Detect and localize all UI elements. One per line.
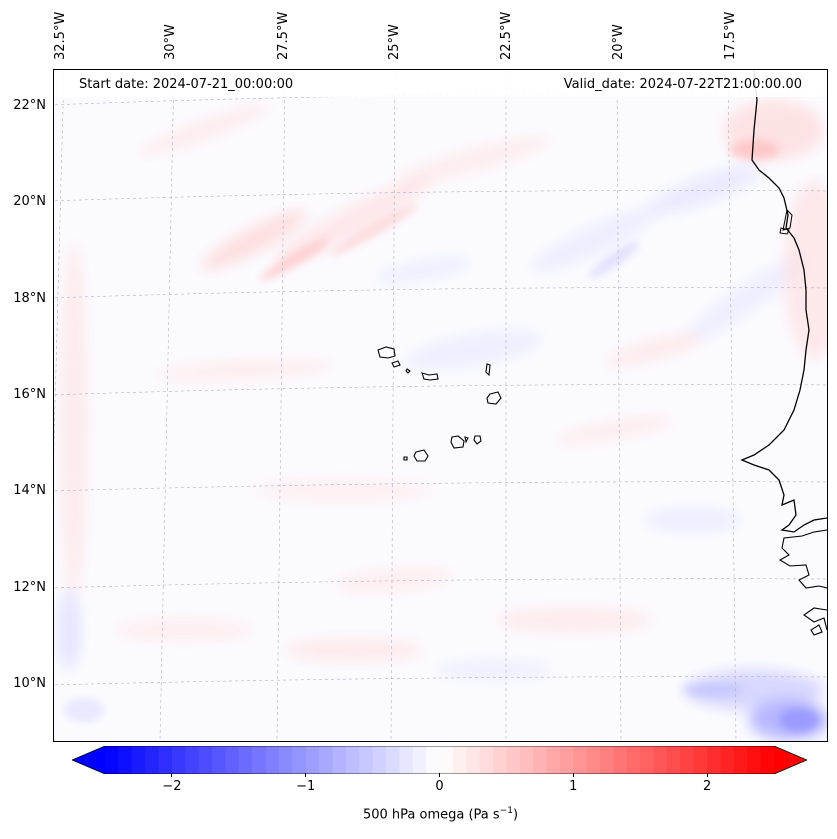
colorbar-segment [225,746,240,774]
colorbar-segment [680,746,695,774]
colorbar-segment [640,746,655,774]
colorbar-segment [720,746,735,774]
omega-field-patches [57,100,827,740]
colorbar-segment [252,746,267,774]
colorbar-segment [238,746,253,774]
cb-tick-2: 2 [702,779,712,794]
colorbar-segment [666,746,681,774]
colorbar-label-main: 500 hPa omega (Pa s [362,807,500,823]
lat-label-16N: 16°N [13,387,46,402]
colorbar-segment [171,746,186,774]
colorbar-segment [506,746,521,774]
colorbar-segment [292,746,307,774]
colorbar-segment [372,746,387,774]
lon-label-20W: 20°W [611,24,626,60]
cb-tickmark-neg2 [171,773,173,777]
coastal-islands [779,208,793,235]
colorbar [72,746,807,774]
omega-field-streaks [64,140,819,732]
colorbar-segment [212,746,227,774]
lat-label-10N: 10°N [13,676,46,691]
colorbar-segment [439,746,454,774]
cb-tickmark-neg1 [305,773,307,777]
cape-verde-islands [377,346,502,462]
valid-date-text: Valid_date: 2024-07-22T21:00:00.00 [563,77,802,92]
lon-label-25W: 25°W [387,24,402,60]
africa-coastline-south [778,529,827,636]
colorbar-segment [319,746,334,774]
colorbar-segment [586,746,601,774]
colorbar-segment [145,746,160,774]
colorbar-segment [385,746,400,774]
lon-label-27.5W: 27.5°W [276,11,291,60]
colorbar-segment [573,746,588,774]
colorbar-segment [760,746,775,774]
cb-tick-neg1: −1 [296,779,316,794]
colorbar-segment [533,746,548,774]
colorbar-segment [399,746,414,774]
colorbar-segment [158,746,173,774]
colorbar-segment [359,746,374,774]
colorbar-label-exponent: −1 [499,806,513,816]
cb-tickmark-2 [706,773,708,777]
colorbar-segment [466,746,481,774]
colorbar-segment [185,746,200,774]
lat-label-14N: 14°N [13,483,46,498]
lat-label-18N: 18°N [13,291,46,306]
lon-label-30W: 30°W [163,24,178,60]
colorbar-segment [345,746,360,774]
colorbar-segment [118,746,133,774]
colorbar-segment [479,746,494,774]
lon-label-22.5W: 22.5°W [499,11,514,60]
colorbar-segment [493,746,507,774]
colorbar-segment [332,746,347,774]
colorbar-segment [693,746,708,774]
colorbar-label: 500 hPa omega (Pa s−1) [0,806,837,822]
cb-tick-1: 1 [569,779,578,794]
colorbar-label-close: ) [512,807,519,823]
lat-label-22N: 22°N [13,98,46,113]
colorbar-segment [653,746,668,774]
colorbar-segment [559,746,574,774]
colorbar-segment [747,746,762,774]
lon-label-32.5W: 32.5°W [53,11,68,60]
header-strip [54,70,827,97]
cb-tick-0: 0 [435,779,444,794]
colorbar-segment [707,746,722,774]
colorbar-segment [733,746,748,774]
colorbar-segment [452,746,467,774]
omega-field-map [54,70,827,741]
colorbar-segment [131,746,146,774]
colorbar-segment [546,746,561,774]
colorbar-segment [198,746,213,774]
cb-tick-neg2: −2 [162,779,182,794]
africa-coastline [740,70,827,533]
cb-tickmark-0 [439,773,440,777]
lat-label-12N: 12°N [13,580,46,595]
colorbar-extend-min [72,746,105,774]
lon-label-17.5W: 17.5°W [723,11,738,60]
colorbar-segment [305,746,320,774]
cb-tickmark-1 [572,773,574,777]
colorbar-segment [613,746,628,774]
colorbar-segment [278,746,293,774]
colorbar-segment [519,746,534,774]
colorbar-extend-max [774,746,807,774]
colorbar-segment [105,746,119,774]
colorbar-segment [412,746,427,774]
colorbar-segment [600,746,615,774]
colorbar-segment [265,746,280,774]
lat-label-20N: 20°N [13,194,46,209]
colorbar-segment [626,746,641,774]
colorbar-segment [426,746,441,774]
map-panel[interactable]: Start date: 2024-07-21_00:00:00 Valid_da… [53,69,828,742]
start-date-text: Start date: 2024-07-21_00:00:00 [79,77,294,92]
